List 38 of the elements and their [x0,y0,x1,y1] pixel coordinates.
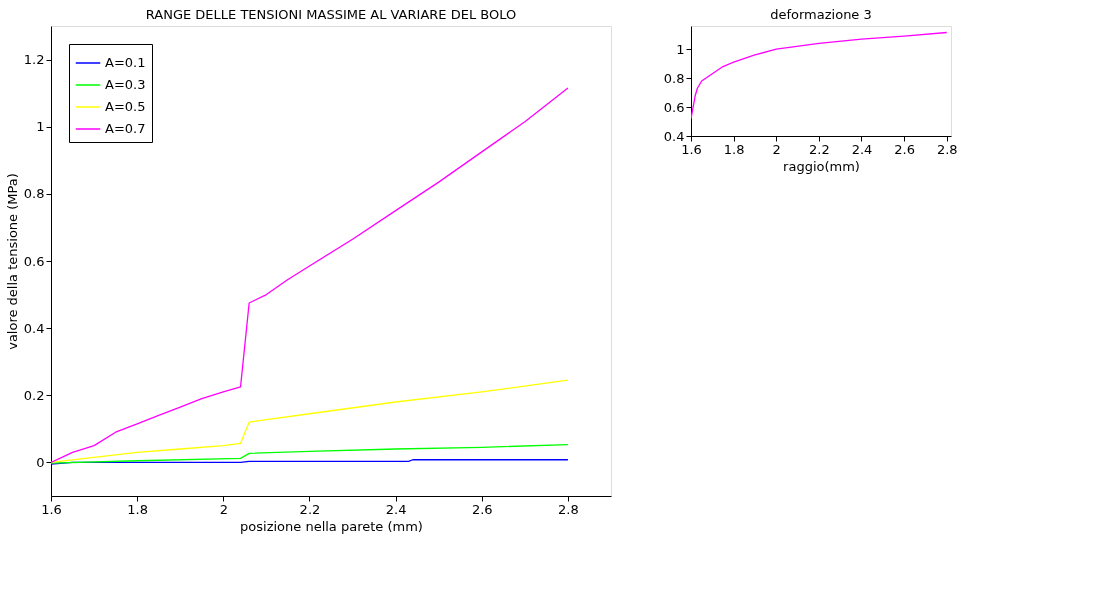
legend-label: A=0.7 [105,121,146,136]
y-tick-label: 0.8 [23,186,45,202]
chart-title: deformazione 3 [770,7,872,22]
x-tick-label: 1.6 [681,141,702,157]
line-series [691,31,948,120]
y-tick-label: 1.2 [23,52,45,68]
y-tick-label: 0.4 [663,128,685,144]
y-tick-label: 1 [36,119,45,135]
x-tick-label: 2.8 [558,501,579,517]
legend-label: A=0.5 [105,99,146,114]
line-series [51,87,569,464]
y-tick-label: 0.8 [663,70,685,86]
x-tick-label: 1.8 [127,501,148,517]
x-tick-label: 2.6 [894,141,915,157]
y-tick-label: 0.6 [663,99,685,115]
x-axis-title: raggio(mm) [783,158,860,174]
y-tick-label: 0.2 [23,387,45,403]
line-series [51,379,569,464]
legend-label: A=0.3 [105,77,146,92]
x-tick-label: 2.6 [471,501,493,517]
x-tick-label: 2 [772,141,781,157]
y-tick-label: 0.4 [23,320,45,336]
x-tick-label: 1.8 [723,141,745,157]
x-tick-label: 2.2 [299,501,321,517]
x-tick-label: 1.6 [41,501,62,517]
x-tick-label: 2.4 [851,141,873,157]
line-series [51,443,569,464]
y-tick-label: 0 [36,454,45,470]
x-tick-label: 2.8 [936,141,958,157]
x-tick-label: 2.4 [385,501,407,517]
y-tick-label: 1 [676,41,685,57]
x-tick-label: 2 [219,501,228,517]
x-axis-title: posizione nella parete (mm) [240,518,423,534]
chart-title: RANGE DELLE TENSIONI MASSIME AL VARIARE DEL BOLO [145,7,517,22]
x-tick-label: 2.2 [809,141,830,157]
y-tick-label: 0.6 [23,253,45,269]
legend-label: A=0.1 [105,55,146,70]
y-axis-title: valore della tensione (MPa) [4,173,20,350]
